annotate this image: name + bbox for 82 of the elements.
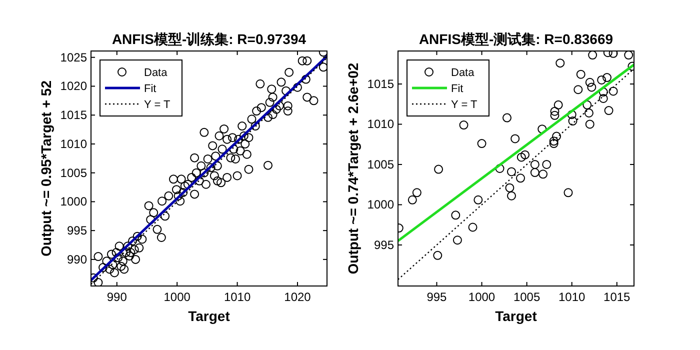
point	[506, 167, 516, 176]
point	[576, 70, 586, 79]
x-tick-label: 1005	[513, 290, 540, 304]
y-tick-label: 1000	[367, 198, 394, 212]
legend-label: Data	[451, 67, 476, 79]
y-tick-label: 1025	[60, 50, 88, 64]
point	[542, 160, 552, 169]
point	[568, 116, 578, 126]
point	[506, 191, 516, 200]
y-tick-label: 1005	[60, 166, 88, 180]
point	[530, 168, 540, 178]
point	[624, 51, 634, 60]
x-tick-label: 1010	[558, 290, 586, 304]
point	[516, 174, 526, 183]
point	[552, 132, 562, 141]
point	[556, 58, 565, 68]
point	[530, 160, 540, 169]
point	[587, 82, 596, 92]
point	[505, 183, 514, 192]
point	[452, 236, 462, 245]
point	[585, 120, 594, 129]
point	[554, 100, 563, 110]
y-tick-label: 1010	[60, 136, 88, 151]
point	[451, 210, 460, 220]
y-tick-label: 1005	[367, 157, 394, 172]
legend-label: Data	[144, 67, 168, 79]
point	[474, 195, 483, 204]
y-axis-title: Output ~= 0.95*Target + 52	[38, 80, 54, 256]
legend-label: Y = T	[144, 99, 170, 111]
point	[564, 188, 573, 198]
point	[567, 110, 576, 120]
point	[550, 110, 560, 120]
x-axis-title: Target	[188, 308, 230, 324]
point	[516, 152, 526, 162]
x-axis-title: Target	[495, 308, 538, 324]
y-tick-label: 1015	[367, 76, 394, 91]
x-tick-label: 1000	[164, 290, 191, 304]
point	[588, 51, 598, 60]
point	[408, 195, 417, 204]
point	[585, 78, 594, 87]
y-tick-label: 995	[66, 224, 88, 238]
x-tick-label: 1020	[284, 290, 312, 304]
point	[604, 106, 614, 116]
point	[549, 139, 558, 148]
x-tick-label: 990	[106, 290, 128, 304]
point	[597, 75, 606, 84]
point	[468, 222, 478, 232]
point	[510, 134, 520, 144]
point	[520, 150, 530, 160]
point	[434, 164, 444, 174]
chart-title: ANFIS模型-训练集: R=0.97394	[112, 31, 306, 47]
point	[602, 73, 612, 82]
point	[412, 188, 422, 198]
point	[459, 120, 468, 130]
y-tick-label: 1000	[60, 194, 88, 209]
point	[608, 86, 618, 96]
point	[582, 100, 592, 110]
x-tick-label: 1000	[468, 290, 496, 304]
point	[502, 113, 512, 122]
y-tick-label: 1010	[367, 117, 394, 132]
y-axis-title: Output ~= 0.74*Target + 2.6e+02	[345, 62, 361, 274]
point	[550, 106, 560, 116]
point	[433, 250, 442, 260]
y-tick-label: 995	[374, 238, 394, 252]
chart-title: ANFIS模型-测试集: R=0.83669	[418, 31, 614, 47]
point	[477, 139, 486, 148]
point	[584, 108, 594, 118]
y-tick-label: 1020	[60, 79, 88, 94]
y-tick-label: 1015	[60, 108, 88, 122]
legend-label: Fit	[451, 83, 464, 95]
legend-label: Fit	[144, 83, 156, 95]
point	[598, 94, 608, 103]
point	[538, 170, 548, 179]
y-tick-label: 990	[66, 252, 88, 266]
x-tick-label: 1010	[224, 290, 251, 304]
point	[574, 85, 583, 94]
x-tick-label: 995	[426, 290, 448, 304]
point	[608, 51, 618, 58]
point	[495, 164, 504, 173]
point	[549, 136, 558, 146]
legend-label: Y = T	[451, 99, 478, 111]
x-tick-label: 1015	[604, 290, 631, 304]
